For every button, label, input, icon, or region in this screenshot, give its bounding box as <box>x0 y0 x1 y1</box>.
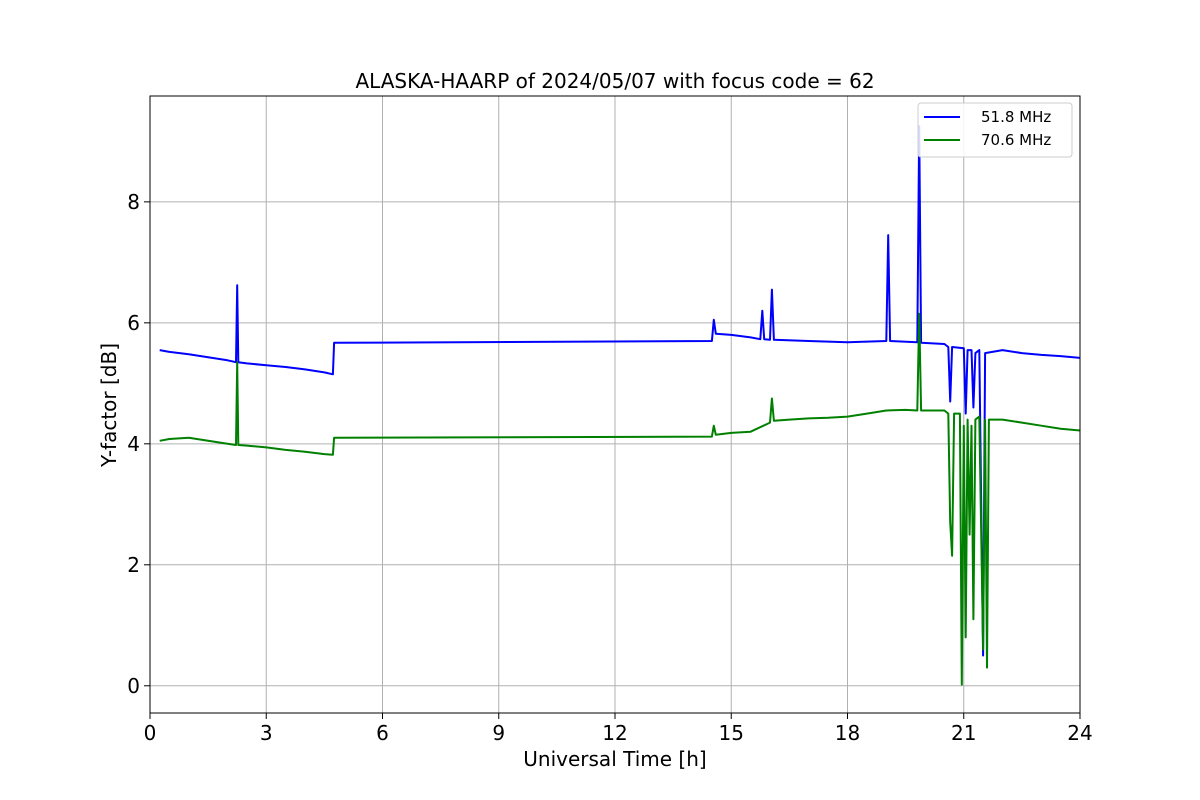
y-tick-label: 0 <box>127 674 140 698</box>
y-tick-label: 2 <box>127 553 140 577</box>
x-tick-label: 3 <box>260 721 273 745</box>
y-axis-ticks: 0 2 4 6 8 <box>127 190 150 698</box>
y-axis-label: Y-factor [dB] <box>97 343 121 468</box>
x-axis-label: Universal Time [h] <box>523 747 706 771</box>
y-tick-label: 8 <box>127 190 140 214</box>
legend-label-51-8-mhz: 51.8 MHz <box>981 108 1051 126</box>
legend: 51.8 MHz 70.6 MHz <box>917 102 1073 158</box>
series-line-51-8-mhz <box>159 125 1081 657</box>
y-tick-label: 4 <box>127 432 140 456</box>
y-tick-label: 6 <box>127 311 140 335</box>
series-line-70-6-mhz <box>159 312 1081 686</box>
x-tick-label: 21 <box>951 721 976 745</box>
legend-label-70-6-mhz: 70.6 MHz <box>981 131 1051 149</box>
x-tick-label: 15 <box>719 721 744 745</box>
x-tick-label: 12 <box>602 721 627 745</box>
x-tick-label: 18 <box>835 721 860 745</box>
x-axis-ticks: 0 3 6 9 12 15 18 21 24 <box>144 713 1093 745</box>
x-tick-label: 6 <box>376 721 389 745</box>
x-tick-label: 9 <box>492 721 505 745</box>
plot-series <box>159 125 1081 686</box>
x-tick-label: 0 <box>144 721 157 745</box>
chart-title: ALASKA-HAARP of 2024/05/07 with focus co… <box>355 69 874 93</box>
x-tick-label: 24 <box>1067 721 1092 745</box>
